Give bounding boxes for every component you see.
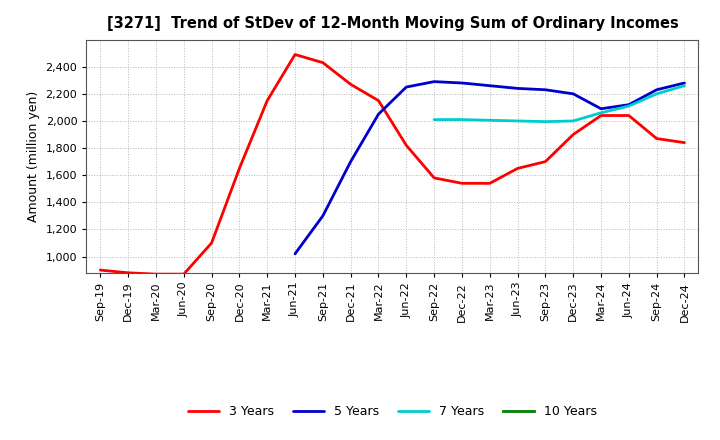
- Y-axis label: Amount (million yen): Amount (million yen): [27, 91, 40, 222]
- 3 Years: [291, 52, 300, 57]
- 5 Years: [458, 81, 467, 86]
- 7 Years: [569, 118, 577, 124]
- 3 Years: [96, 268, 104, 273]
- 5 Years: [346, 159, 355, 164]
- 3 Years: [346, 82, 355, 87]
- 3 Years: [207, 240, 216, 246]
- 3 Years: [318, 60, 327, 65]
- 7 Years: [680, 83, 689, 88]
- 3 Years: [124, 270, 132, 275]
- 3 Years: [235, 166, 243, 171]
- 7 Years: [485, 117, 494, 123]
- 5 Years: [652, 87, 661, 92]
- 7 Years: [513, 118, 522, 124]
- Line: 3 Years: 3 Years: [100, 55, 685, 274]
- 3 Years: [541, 159, 550, 164]
- Line: 7 Years: 7 Years: [434, 86, 685, 121]
- 3 Years: [513, 166, 522, 171]
- 7 Years: [624, 103, 633, 109]
- 5 Years: [318, 213, 327, 219]
- 3 Years: [569, 132, 577, 137]
- 5 Years: [569, 91, 577, 96]
- 5 Years: [680, 81, 689, 86]
- Title: [3271]  Trend of StDev of 12-Month Moving Sum of Ordinary Incomes: [3271] Trend of StDev of 12-Month Moving…: [107, 16, 678, 32]
- 7 Years: [458, 117, 467, 122]
- 3 Years: [680, 140, 689, 145]
- 5 Years: [513, 86, 522, 91]
- 7 Years: [541, 119, 550, 124]
- 3 Years: [597, 113, 606, 118]
- 5 Years: [402, 84, 410, 90]
- 5 Years: [374, 111, 383, 117]
- 3 Years: [374, 98, 383, 103]
- 5 Years: [291, 251, 300, 257]
- 5 Years: [624, 102, 633, 107]
- 3 Years: [179, 271, 188, 277]
- 3 Years: [485, 181, 494, 186]
- 3 Years: [263, 98, 271, 103]
- 3 Years: [430, 175, 438, 180]
- 3 Years: [624, 113, 633, 118]
- 3 Years: [152, 271, 161, 277]
- Line: 5 Years: 5 Years: [295, 82, 685, 254]
- 5 Years: [430, 79, 438, 84]
- 5 Years: [541, 87, 550, 92]
- 5 Years: [485, 83, 494, 88]
- 3 Years: [402, 143, 410, 148]
- 7 Years: [597, 110, 606, 115]
- 3 Years: [652, 136, 661, 141]
- 5 Years: [597, 106, 606, 111]
- 3 Years: [458, 181, 467, 186]
- Legend: 3 Years, 5 Years, 7 Years, 10 Years: 3 Years, 5 Years, 7 Years, 10 Years: [183, 400, 602, 423]
- 7 Years: [652, 91, 661, 96]
- 7 Years: [430, 117, 438, 122]
